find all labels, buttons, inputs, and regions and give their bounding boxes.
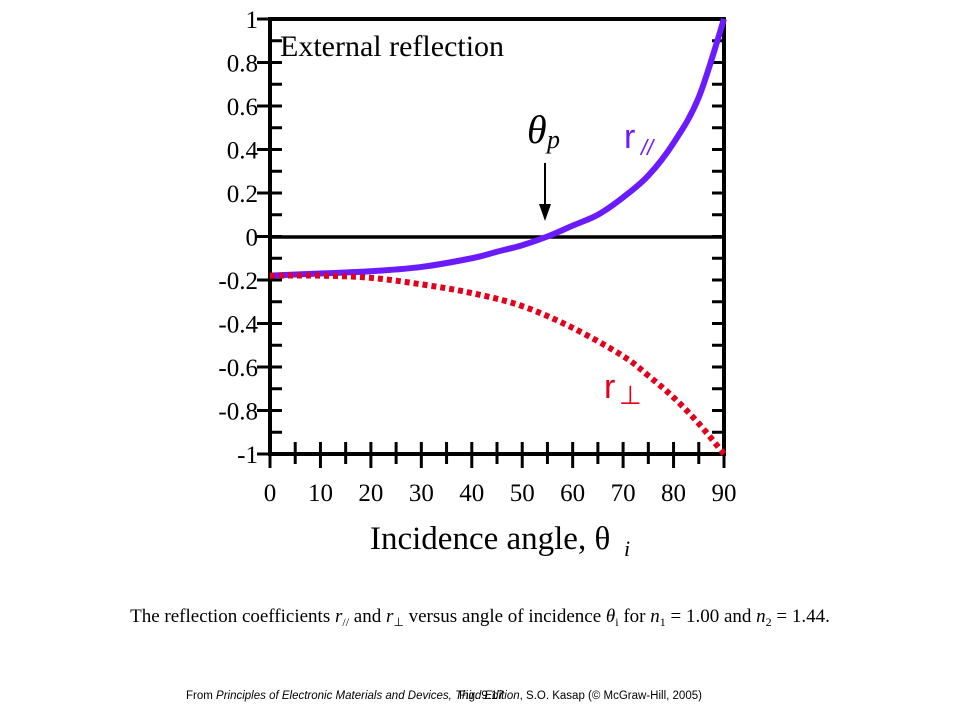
footer-rest: , S.O. Kasap (© McGraw-Hill, 2005) — [519, 690, 702, 702]
y-tick-label: 0.6 — [227, 94, 258, 121]
footer-figure-number: Fig. 9.17 — [459, 690, 504, 702]
footer-source: From Principles of Electronic Materials … — [186, 690, 702, 702]
annotation-subscript: p — [545, 125, 560, 154]
x-tick-label: 80 — [661, 480, 686, 507]
x-tick-label: 90 — [712, 480, 737, 507]
caption-mid: versus angle of incidence — [403, 606, 606, 627]
y-tick-label: 1 — [246, 7, 259, 34]
y-tick-label: 0 — [246, 225, 259, 252]
reflection-chart: 1 0.8 0.6 0.4 0.2 0 -0.2 -0.4 -0.6 -0.8 -1 0 10 20 30… — [218, 7, 737, 561]
caption-n1-sub: 1 — [659, 615, 666, 629]
caption-theta: θ — [605, 606, 616, 627]
y-tick-label: -0.2 — [218, 268, 258, 295]
caption-par-sub: // — [342, 615, 350, 629]
x-tick-label: 60 — [560, 480, 585, 507]
annotation-theta: θ — [527, 107, 547, 152]
caption-perp-sub: ⊥ — [393, 615, 404, 629]
figure-caption: The reflection coefficients r// and r⊥ v… — [0, 606, 960, 628]
x-tick-label: 30 — [409, 480, 434, 507]
caption-prefix: The reflection coefficients — [130, 606, 335, 627]
series-label-parallel-sub: // — [639, 135, 655, 160]
series-label-perp-sub: ⊥ — [619, 380, 642, 410]
x-axis-label: Incidence angle, θ i — [370, 521, 630, 561]
x-tick-label: 70 — [611, 480, 636, 507]
caption-n1-val: = 1.00 and — [665, 606, 757, 627]
caption-r1: r — [334, 606, 343, 627]
x-tick-label: 40 — [459, 480, 484, 507]
caption-n2: n — [756, 606, 766, 627]
x-axis-ticks: 0 10 20 30 40 50 60 70 80 90 — [264, 442, 737, 507]
annotation-arrow-head — [539, 204, 551, 221]
caption-for: for — [618, 606, 651, 627]
series-layer — [269, 18, 727, 456]
caption-r2: r — [385, 606, 394, 627]
x-tick-label: 10 — [308, 480, 333, 507]
x-axis-label-text: Incidence angle, θ — [370, 521, 610, 557]
series-label-parallel-r: r — [624, 118, 635, 156]
y-tick-label: -0.8 — [218, 399, 258, 426]
chart-title: External reflection — [280, 30, 504, 63]
caption-n2-sub: 2 — [765, 615, 772, 629]
caption-theta-sub: i — [615, 615, 619, 629]
footer-book: Principles of Electronic Materials and D… — [216, 690, 520, 702]
series-line-parallel — [269, 18, 727, 279]
series-label-perpendicular: r ⊥ — [604, 368, 642, 410]
footer-from: From — [186, 690, 217, 702]
y-tick-label: -0.4 — [218, 312, 258, 339]
series-label-perp-r: r — [604, 368, 615, 406]
y-tick-label: -0.6 — [218, 355, 258, 382]
y-tick-label: -1 — [237, 442, 258, 469]
x-axis-label-subscript: i — [624, 536, 630, 561]
series-line-perpendicular — [269, 272, 727, 456]
x-tick-label: 50 — [510, 480, 535, 507]
caption-n2-val: = 1.44. — [771, 606, 830, 627]
brewster-annotation: θ p — [527, 107, 560, 221]
caption-and: and — [349, 606, 386, 627]
y-tick-label: 0.8 — [227, 51, 258, 78]
caption-n1: n — [650, 606, 660, 627]
series-label-parallel: r // — [624, 118, 655, 160]
x-tick-label: 20 — [358, 480, 383, 507]
y-axis-ticks: 1 0.8 0.6 0.4 0.2 0 -0.2 -0.4 -0.6 -0.8 -1 — [218, 7, 724, 469]
x-tick-label: 0 — [264, 480, 277, 507]
y-tick-label: 0.2 — [227, 181, 258, 208]
y-tick-label: 0.4 — [227, 138, 259, 165]
